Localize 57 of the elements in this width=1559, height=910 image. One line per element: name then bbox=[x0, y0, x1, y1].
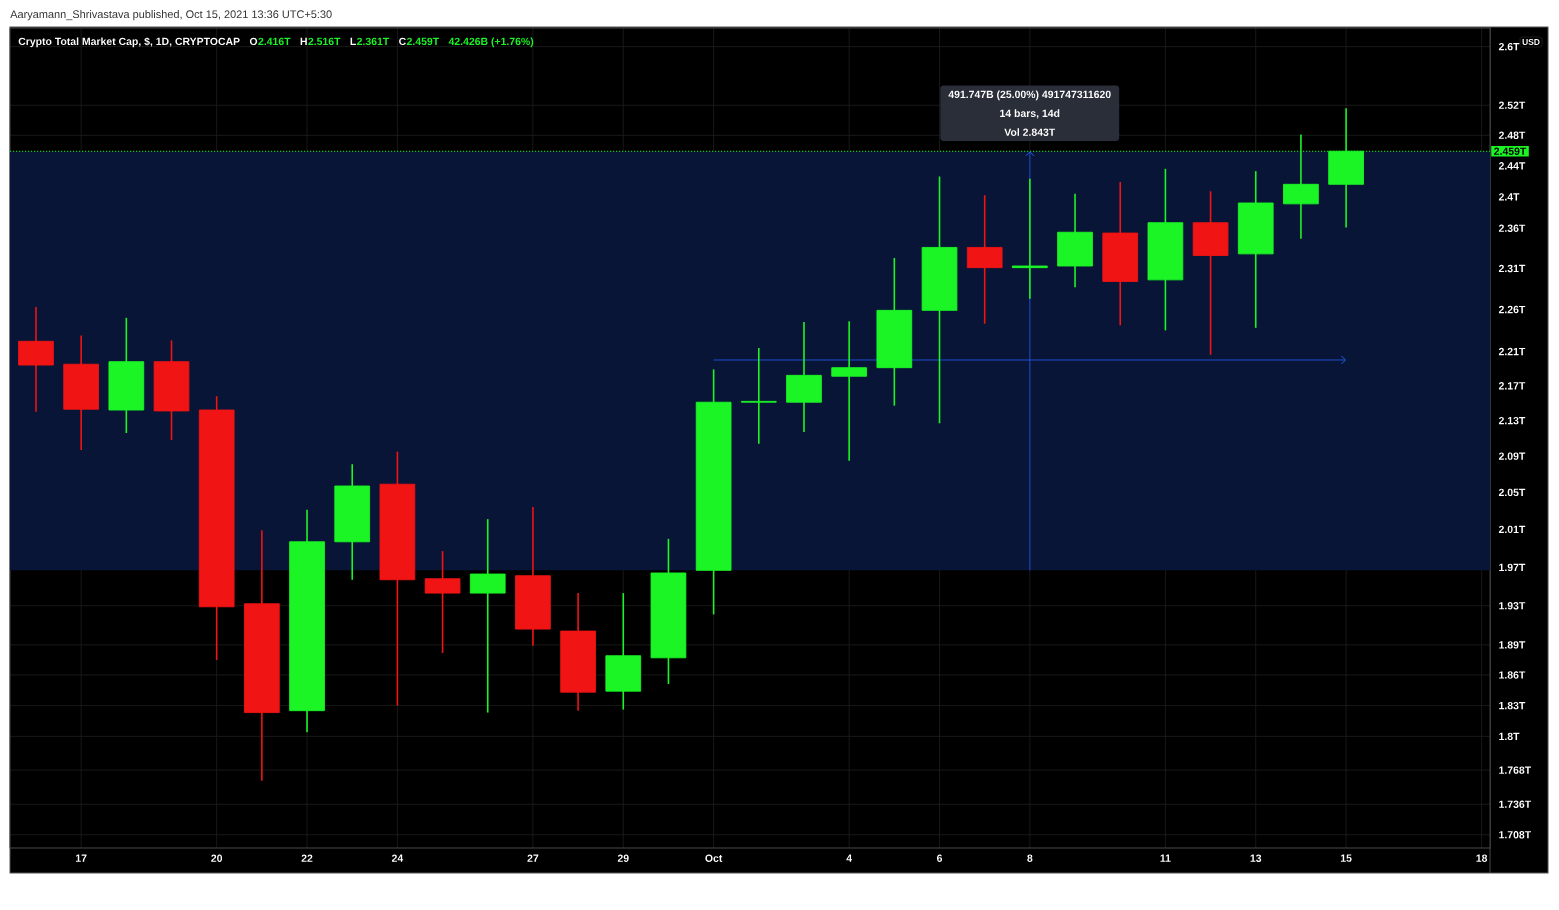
y-tick-label: 2.48T bbox=[1498, 131, 1526, 139]
y-tick-label: 2.6T bbox=[1498, 42, 1520, 51]
annotation: 491.747B (25.00%) 491747311620 bbox=[948, 90, 1111, 101]
annotation: O bbox=[249, 37, 258, 46]
y-tick-label: 1.97T bbox=[1499, 563, 1526, 572]
annotation: Vol 2.843T bbox=[1004, 128, 1056, 136]
x-tick-label: 13 bbox=[1250, 854, 1262, 862]
candlestick bbox=[1012, 178, 1048, 300]
y-tick-label: 2.36T bbox=[1498, 224, 1526, 232]
y-tick-label: 2.4T bbox=[1498, 193, 1520, 201]
y-tick-label: 2.44T bbox=[1498, 162, 1526, 170]
y-tick-label: 2.17T bbox=[1498, 382, 1526, 390]
y-tick-label: 2.31T bbox=[1498, 264, 1526, 273]
y-tick-label: 2.05T bbox=[1498, 488, 1526, 497]
x-tick-label: Oct bbox=[705, 854, 723, 862]
y-tick-label: 2.26T bbox=[1498, 305, 1526, 314]
x-tick-label: 11 bbox=[1160, 854, 1171, 862]
y-tick-label: 1.8T bbox=[1499, 732, 1520, 741]
x-tick-label: 27 bbox=[527, 854, 539, 862]
candlestick bbox=[831, 320, 867, 462]
x-tick-label: 22 bbox=[301, 854, 313, 862]
x-tick-label: 6 bbox=[936, 854, 943, 862]
x-tick-label: 4 bbox=[846, 854, 852, 862]
x-tick-label: 29 bbox=[617, 854, 629, 862]
candlestick bbox=[469, 518, 506, 714]
x-tick-label: 18 bbox=[1476, 854, 1488, 862]
annotation: 2.361T bbox=[357, 37, 390, 46]
y-tick-label: 1.768T bbox=[1499, 766, 1531, 774]
y-tick-label: 1.83T bbox=[1499, 701, 1526, 710]
annotation: C bbox=[399, 37, 406, 46]
y-tick-label: 2.21T bbox=[1498, 347, 1526, 356]
x-tick-label: 8 bbox=[1027, 854, 1033, 862]
annotation: 2.516T bbox=[308, 37, 341, 46]
text: Aaryamann_Shrivastava published, Oct 15, 2021 13:36 UTC+5:30 bbox=[10, 10, 332, 21]
y-tick-label: 2.52T bbox=[1498, 101, 1526, 109]
annotation: 2.459T bbox=[406, 37, 440, 46]
annotation: L bbox=[350, 37, 356, 45]
y-tick-label: 2.01T bbox=[1498, 525, 1526, 534]
x-tick-label: 24 bbox=[391, 854, 404, 862]
y-tick-label: 2.13T bbox=[1498, 416, 1526, 425]
y-tick-label: 1.93T bbox=[1499, 602, 1526, 610]
x-tick-label: 20 bbox=[211, 854, 223, 862]
y-tick-label: 2.09T bbox=[1498, 452, 1526, 460]
y-tick-label: 1.86T bbox=[1499, 671, 1526, 679]
y-axis-title: USD bbox=[1522, 39, 1540, 45]
annotation: H bbox=[300, 37, 307, 45]
x-tick-label: 17 bbox=[75, 854, 87, 862]
y-tick-label: 1.708T bbox=[1499, 831, 1531, 839]
ref-line-label: 2.459T bbox=[1494, 147, 1527, 155]
annotation: 42.426B (+1.76%) bbox=[448, 37, 534, 48]
candlestick bbox=[740, 347, 777, 445]
annotation: 2.416T bbox=[258, 37, 291, 46]
annotation: 14 bars, 14d bbox=[1000, 109, 1060, 119]
text: Crypto Total Market Cap, $, 1D, CRYPTOCAP bbox=[18, 37, 240, 48]
x-tick-label: 15 bbox=[1340, 854, 1352, 862]
y-tick-label: 1.736T bbox=[1499, 800, 1531, 808]
y-tick-label: 1.89T bbox=[1499, 641, 1526, 649]
